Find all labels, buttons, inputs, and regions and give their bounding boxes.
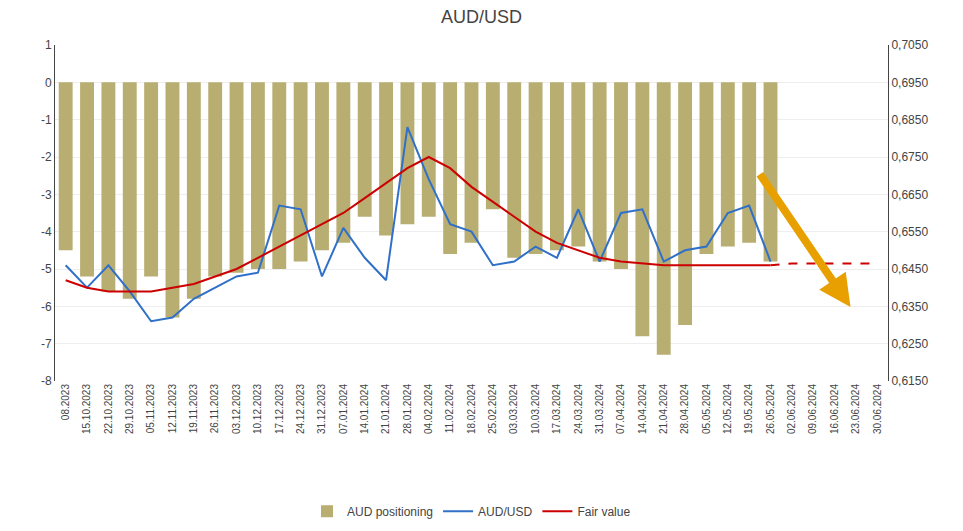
svg-text:02.06.2024: 02.06.2024 (786, 384, 797, 434)
svg-text:1: 1 (45, 38, 52, 52)
svg-text:23.06.2024: 23.06.2024 (850, 384, 861, 434)
svg-text:12.11.2023: 12.11.2023 (167, 384, 178, 434)
svg-text:24.12.2023: 24.12.2023 (295, 384, 306, 434)
svg-text:AUD positioning: AUD positioning (347, 505, 433, 519)
svg-text:-6: -6 (41, 300, 52, 314)
svg-text:14.04.2024: 14.04.2024 (637, 384, 648, 434)
svg-text:21.01.2024: 21.01.2024 (380, 384, 391, 434)
svg-text:31.03.2024: 31.03.2024 (594, 384, 605, 434)
svg-text:30.06.2024: 30.06.2024 (872, 384, 883, 434)
svg-text:12.05.2024: 12.05.2024 (722, 384, 733, 434)
svg-text:19.11.2023: 19.11.2023 (188, 384, 199, 434)
svg-text:29.10.2023: 29.10.2023 (124, 384, 135, 434)
svg-text:0,7050: 0,7050 (891, 38, 928, 52)
svg-text:AUD/USD: AUD/USD (478, 505, 532, 519)
svg-text:25.02.2024: 25.02.2024 (487, 384, 498, 434)
svg-text:17.03.2024: 17.03.2024 (551, 384, 562, 434)
svg-text:05.05.2024: 05.05.2024 (701, 384, 712, 434)
svg-text:0,6850: 0,6850 (891, 113, 928, 127)
svg-text:26.11.2023: 26.11.2023 (209, 384, 220, 434)
svg-text:07.01.2024: 07.01.2024 (338, 384, 349, 434)
svg-text:24.03.2024: 24.03.2024 (573, 384, 584, 434)
svg-text:-3: -3 (41, 188, 52, 202)
svg-text:0,6550: 0,6550 (891, 225, 928, 239)
svg-text:14.01.2024: 14.01.2024 (359, 384, 370, 434)
svg-text:0,6250: 0,6250 (891, 337, 928, 351)
svg-text:16.06.2024: 16.06.2024 (829, 384, 840, 434)
svg-text:-2: -2 (41, 150, 52, 164)
svg-text:21.04.2024: 21.04.2024 (658, 384, 669, 434)
svg-text:0: 0 (45, 76, 52, 90)
svg-text:03.12.2023: 03.12.2023 (231, 384, 242, 434)
svg-text:28.01.2024: 28.01.2024 (402, 384, 413, 434)
svg-text:0,6650: 0,6650 (891, 188, 928, 202)
svg-text:0,6150: 0,6150 (891, 374, 928, 388)
svg-text:17.12.2023: 17.12.2023 (274, 384, 285, 434)
svg-text:0,6350: 0,6350 (891, 300, 928, 314)
svg-text:-8: -8 (41, 374, 52, 388)
svg-text:AUD/USD: AUD/USD (441, 7, 522, 27)
svg-text:-4: -4 (41, 225, 52, 239)
svg-text:28.04.2024: 28.04.2024 (679, 384, 690, 434)
svg-text:18.02.2024: 18.02.2024 (466, 384, 477, 434)
svg-text:26.05.2024: 26.05.2024 (765, 384, 776, 434)
svg-text:08.2023: 08.2023 (60, 384, 71, 421)
svg-text:19.05.2024: 19.05.2024 (743, 384, 754, 434)
svg-text:0,6750: 0,6750 (891, 150, 928, 164)
svg-text:31.12.2023: 31.12.2023 (316, 384, 327, 434)
svg-text:10.03.2024: 10.03.2024 (530, 384, 541, 434)
svg-text:22.10.2023: 22.10.2023 (103, 384, 114, 434)
svg-text:Fair value: Fair value (577, 505, 630, 519)
svg-text:03.03.2024: 03.03.2024 (508, 384, 519, 434)
svg-text:15.10.2023: 15.10.2023 (81, 384, 92, 434)
svg-text:09.06.2024: 09.06.2024 (807, 384, 818, 434)
svg-text:10.12.2023: 10.12.2023 (252, 384, 263, 434)
svg-text:05.11.2023: 05.11.2023 (145, 384, 156, 434)
svg-text:-1: -1 (41, 113, 52, 127)
svg-text:07.04.2024: 07.04.2024 (615, 384, 626, 434)
svg-text:-7: -7 (41, 337, 52, 351)
svg-text:0,6450: 0,6450 (891, 262, 928, 276)
svg-text:-5: -5 (41, 262, 52, 276)
svg-text:11.02.2024: 11.02.2024 (444, 384, 455, 434)
svg-text:04.02.2024: 04.02.2024 (423, 384, 434, 434)
svg-text:0,6950: 0,6950 (891, 76, 928, 90)
